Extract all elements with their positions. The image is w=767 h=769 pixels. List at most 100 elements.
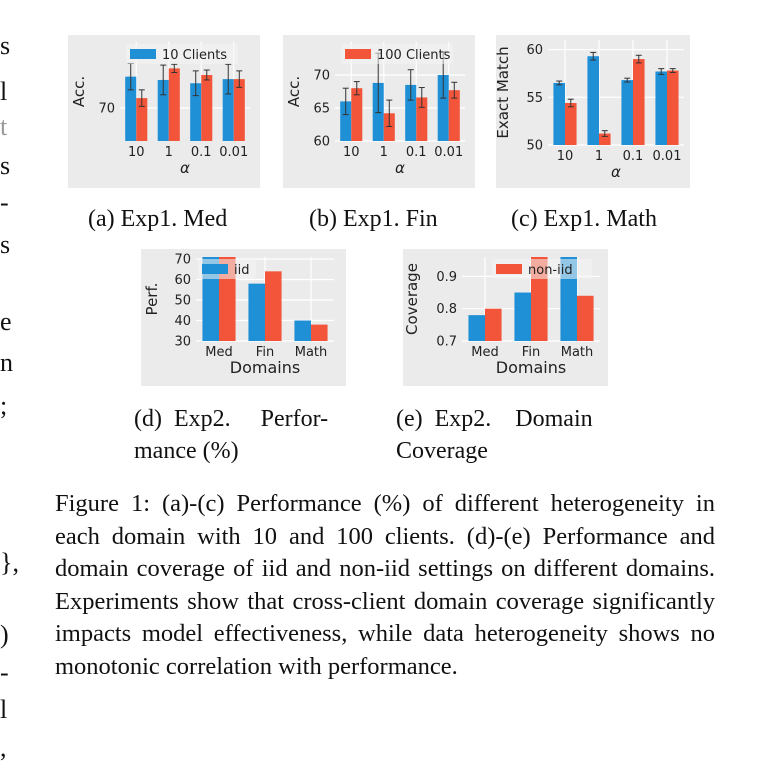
x-tick-label: Fin (256, 345, 274, 360)
y-tick-label: 0.7 (436, 335, 457, 350)
y-tick-label: 30 (174, 335, 191, 350)
x-tick-label: 0.1 (623, 149, 644, 164)
bar (468, 315, 485, 341)
y-axis-label: Perf. (143, 283, 161, 316)
bar (655, 71, 667, 145)
y-tick-label: 70 (174, 253, 191, 268)
bar (437, 75, 449, 141)
subcaption-e-line2: Coverage (396, 438, 488, 464)
subcaption-d-line2: mance (%) (134, 438, 239, 464)
legend-label: 10 Clients (162, 48, 227, 63)
y-tick-label: 70 (98, 102, 115, 117)
bar (621, 80, 633, 145)
margin-char: - (0, 658, 9, 687)
x-axis-label: α (180, 159, 190, 177)
x-tick-label: 0.01 (219, 145, 248, 160)
y-axis-label: Acc. (70, 76, 88, 107)
margin-char: n (0, 348, 13, 377)
bar (351, 88, 363, 141)
margin-char: , (0, 733, 7, 762)
y-tick-label: 60 (174, 273, 191, 288)
chart-panel-c: 50 55 60 10 1 0.1 0.01 α Exact Match (494, 35, 690, 188)
subcaption-a: (a) Exp1. Med (88, 206, 228, 232)
x-tick-label: 10 (128, 145, 145, 160)
x-tick-label: Fin (522, 345, 540, 360)
bar (201, 75, 213, 141)
legend-swatch (130, 49, 156, 59)
bar (416, 97, 428, 141)
bar (157, 79, 169, 141)
bar (553, 82, 565, 145)
legend-label: iid (234, 263, 249, 278)
bar (233, 79, 245, 141)
x-axis-label: α (395, 159, 405, 177)
y-tick-label: 70 (313, 69, 330, 84)
bar (294, 320, 311, 341)
y-axis-label: Coverage (403, 263, 421, 335)
margin-char: t (0, 112, 8, 141)
y-tick-label: 50 (526, 139, 543, 154)
margin-char: ; (0, 391, 8, 420)
x-tick-label: 1 (595, 149, 603, 164)
y-tick-label: 55 (526, 91, 543, 106)
bar (633, 59, 645, 145)
legend-swatch (496, 264, 522, 274)
bar (136, 98, 148, 141)
legend-label: 100 Clients (377, 48, 451, 63)
margin-char: }, (0, 548, 19, 577)
bar (485, 308, 502, 341)
y-tick-label: 60 (313, 135, 330, 150)
bar (599, 133, 611, 145)
subcaption-e: (e) Exp2. Domain Coverage (396, 403, 593, 467)
x-tick-label: Med (205, 345, 232, 360)
x-tick-label: 0.01 (434, 145, 463, 160)
bar (311, 324, 328, 341)
subcaption-e-line1: (e) Exp2. Domain (396, 406, 593, 432)
margin-char: ) (0, 620, 9, 649)
x-tick-label: 10 (343, 145, 360, 160)
bar (565, 103, 577, 145)
bar (514, 292, 531, 341)
subcaption-b: (b) Exp1. Fin (309, 206, 438, 232)
x-tick-label: 0.1 (406, 145, 427, 160)
margin-char: s (0, 151, 11, 180)
chart-panel-b: 60 65 70 10 1 0.1 0.01 α Acc. 100 Clients (283, 35, 475, 188)
bar (190, 83, 202, 141)
subcaption-d: (d) Exp2. Perfor- mance (%) (134, 403, 328, 467)
margin-char: l (0, 695, 8, 724)
margin-char: - (0, 188, 9, 217)
bar (577, 295, 594, 341)
bar (667, 70, 679, 145)
bar (340, 101, 352, 141)
x-axis-label: Domains (230, 358, 300, 377)
bar (125, 76, 137, 141)
figure-caption: Figure 1: (a)-(c) Performance (%) of dif… (55, 490, 715, 680)
bar (587, 56, 599, 145)
x-axis-label: Domains (496, 358, 566, 377)
bar (405, 84, 417, 141)
y-tick-label: 0.9 (436, 270, 457, 285)
x-tick-label: Math (561, 345, 594, 360)
bar (448, 90, 460, 141)
bar (265, 271, 282, 341)
subcaption-d-line1: (d) Exp2. Perfor- (134, 406, 329, 432)
y-tick-label: 50 (174, 294, 191, 309)
x-tick-label: 1 (380, 145, 388, 160)
y-tick-label: 65 (313, 102, 330, 117)
legend-label: non-iid (528, 263, 573, 278)
bar (383, 113, 395, 141)
legend-swatch (202, 264, 228, 274)
y-axis-label: Exact Match (494, 46, 512, 138)
x-tick-label: Med (471, 345, 498, 360)
legend-swatch (345, 49, 371, 59)
x-axis-label: α (611, 163, 621, 181)
y-tick-label: 0.8 (436, 302, 457, 317)
x-tick-label: 0.01 (653, 149, 682, 164)
x-tick-label: Math (295, 345, 328, 360)
y-tick-label: 40 (174, 314, 191, 329)
margin-char: s (0, 31, 11, 60)
bar (248, 283, 265, 341)
chart-panel-a: 70 10 1 0.1 0.01 α Acc. 10 Clients (68, 35, 260, 188)
margin-char: s (0, 230, 11, 259)
